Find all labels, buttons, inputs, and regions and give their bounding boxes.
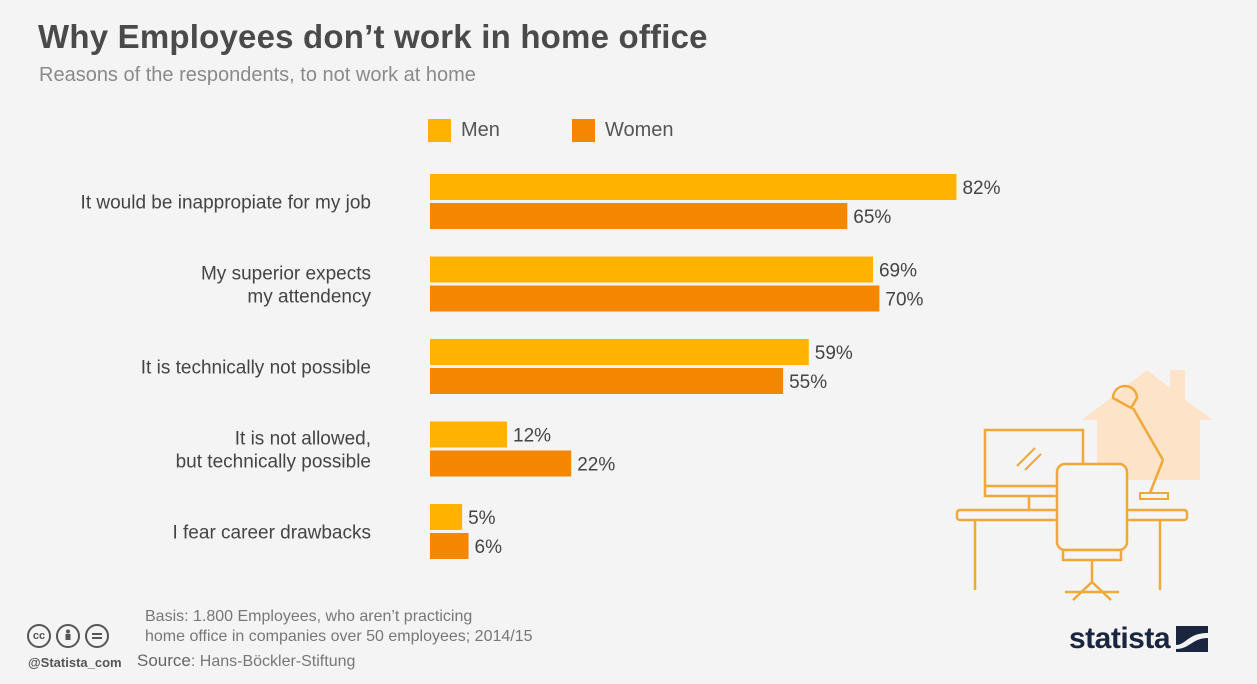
bar-women	[430, 450, 572, 477]
data-label: 69%	[879, 261, 917, 282]
data-label: 22%	[577, 455, 615, 476]
attribution-icon	[56, 624, 80, 648]
footer-note-line: Basis: 1.800 Employees, who aren’t pract…	[145, 608, 473, 625]
legend-item-men: Men	[428, 119, 500, 142]
bar-women	[430, 368, 784, 394]
chart-subtitle: Reasons of the respondents, to not work …	[39, 64, 476, 86]
data-label: 12%	[513, 426, 551, 447]
data-label: 82%	[962, 178, 1000, 199]
category-label: I fear career drawbacks	[172, 523, 371, 544]
footer-note-line: home office in companies over 50 employe…	[145, 628, 533, 645]
source: Source: Hans-Böckler-Stiftung	[137, 651, 355, 671]
legend-label-men: Men	[461, 119, 500, 141]
legend-swatch-women	[572, 119, 595, 142]
source-label: Source	[137, 651, 191, 670]
license-icons: cc	[27, 624, 109, 648]
legend-item-women: Women	[572, 119, 674, 142]
statista-wordmark: statista	[1069, 622, 1171, 655]
footer-note: Basis: 1.800 Employees, who aren’t pract…	[145, 607, 533, 647]
bar-men	[430, 504, 463, 530]
bar-men	[430, 421, 508, 448]
category-label: It is technically not possible	[141, 358, 371, 379]
category-label: my attendency	[247, 287, 371, 308]
bar-men	[430, 256, 873, 283]
data-label: 59%	[815, 343, 853, 364]
statista-logo[interactable]: statista	[1069, 622, 1209, 656]
bar-men	[430, 174, 957, 200]
legend-swatch-men	[428, 119, 451, 142]
data-label: 5%	[468, 508, 496, 529]
source-value: : Hans-Böckler-Stiftung	[190, 653, 356, 670]
statista-handle: @Statista_com	[28, 655, 122, 670]
data-label: 55%	[789, 372, 827, 393]
home-office-desk-icon	[955, 370, 1213, 601]
legend-label-women: Women	[605, 119, 674, 141]
category-label: It would be inappropiate for my job	[81, 193, 371, 214]
no-derivatives-icon	[85, 624, 109, 648]
category-label: but technically possible	[176, 452, 371, 473]
category-label: It is not allowed,	[235, 429, 371, 450]
bar-women	[430, 533, 469, 559]
statista-logo-icon	[1176, 626, 1209, 652]
creative-commons-icon: cc	[27, 624, 51, 648]
data-label: 6%	[475, 537, 503, 558]
category-label: My superior expects	[201, 264, 371, 285]
bar-men	[430, 339, 809, 365]
bar-women	[430, 203, 848, 229]
bar-women	[430, 285, 880, 312]
data-label: 70%	[885, 290, 923, 311]
chart-title: Why Employees don’t work in home office	[38, 18, 708, 55]
data-label: 65%	[853, 207, 891, 228]
